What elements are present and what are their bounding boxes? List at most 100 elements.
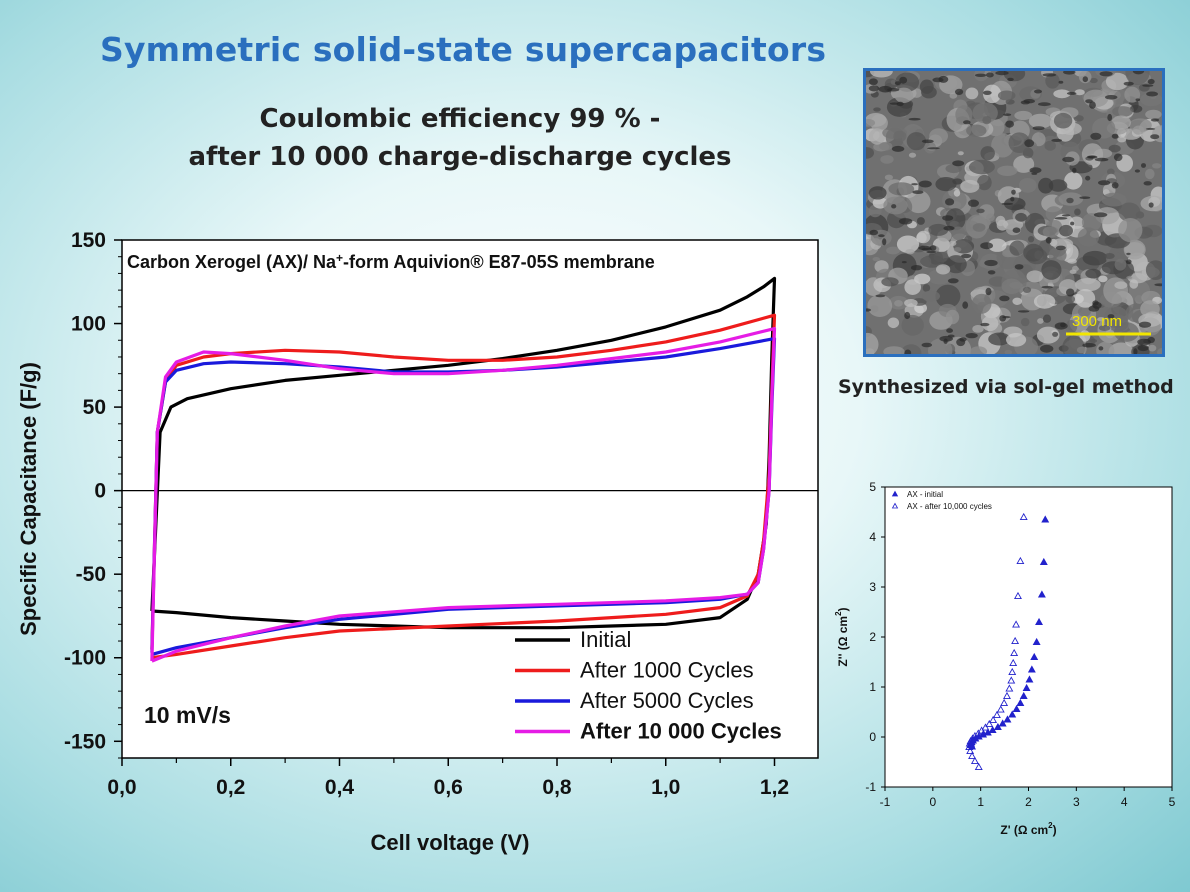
sem-grain bbox=[1140, 300, 1160, 318]
sem-grain bbox=[879, 141, 893, 151]
series-line-4 bbox=[150, 327, 777, 663]
sem-grain bbox=[945, 255, 967, 274]
sem-grain bbox=[1104, 253, 1115, 259]
chart-annotation: Carbon Xerogel (AX)/ Na+-form Aquivion® … bbox=[127, 251, 655, 272]
sem-grain bbox=[995, 215, 1006, 227]
legend-label-4: After 10 000 Cycles bbox=[580, 719, 782, 744]
sem-pore bbox=[899, 76, 908, 84]
sem-pore bbox=[1135, 98, 1141, 101]
x-tick-label: 0,4 bbox=[325, 776, 355, 799]
nyq-point-2 bbox=[1005, 684, 1014, 692]
sem-grain bbox=[1083, 89, 1109, 108]
nyq-point-1 bbox=[1027, 665, 1036, 673]
sem-grain bbox=[869, 128, 886, 145]
sem-grain bbox=[1018, 178, 1037, 193]
sem-grain bbox=[960, 179, 980, 193]
sem-grain bbox=[893, 130, 907, 142]
sem-grain bbox=[1111, 115, 1131, 130]
sem-pore bbox=[1134, 169, 1140, 173]
sem-grain bbox=[1140, 92, 1162, 107]
sem-grain bbox=[884, 174, 893, 181]
nyq-y-tick-label: 4 bbox=[869, 530, 876, 544]
sem-grain bbox=[1114, 258, 1127, 271]
nyq-point-1 bbox=[1025, 675, 1034, 683]
sem-grain bbox=[976, 208, 985, 214]
nyq-point-2 bbox=[974, 762, 983, 771]
sem-grain bbox=[1145, 168, 1155, 180]
sem-pore bbox=[1020, 100, 1031, 105]
nyq-y-tick-label: 5 bbox=[869, 480, 876, 494]
sem-grain bbox=[1145, 109, 1162, 120]
y-tick-label: 100 bbox=[71, 313, 106, 336]
sem-pore bbox=[1042, 73, 1057, 77]
sem-grain bbox=[1042, 314, 1052, 323]
sem-grain bbox=[997, 165, 1018, 176]
sem-grain bbox=[969, 346, 988, 354]
sem-pore bbox=[1113, 153, 1123, 162]
sem-pore bbox=[1003, 113, 1012, 116]
sem-pore bbox=[986, 72, 994, 78]
nyq-point-2 bbox=[1008, 667, 1017, 676]
sem-grain bbox=[886, 246, 901, 255]
sem-grain bbox=[1065, 320, 1078, 334]
sem-grain bbox=[1126, 276, 1133, 280]
sem-pore bbox=[1105, 95, 1118, 100]
sem-grain bbox=[1004, 197, 1026, 211]
nyq-x-tick-label: 1 bbox=[977, 795, 984, 809]
nyquist-chart: -1 0 1 2 3 4 5 -1 0 1 2 3 4 5 Z' (Ω cm2) Z'' (Ω cm2) AX … bbox=[834, 480, 1175, 837]
sem-grain bbox=[1096, 341, 1115, 354]
sem-pore bbox=[947, 278, 959, 284]
nyq-point-1 bbox=[983, 728, 992, 736]
sem-grain bbox=[1067, 258, 1077, 264]
sem-pore bbox=[963, 120, 971, 125]
nyq-point-2 bbox=[989, 715, 998, 724]
sem-pore bbox=[982, 90, 992, 95]
sem-pore bbox=[1038, 102, 1051, 107]
sem-grain bbox=[951, 226, 966, 241]
nyq-point-2 bbox=[968, 751, 977, 760]
sem-pore bbox=[1011, 189, 1016, 195]
sem-grain bbox=[1048, 247, 1067, 264]
subtitle-line-2: after 10 000 charge-discharge cycles bbox=[188, 142, 732, 172]
sem-grain bbox=[867, 294, 893, 317]
sem-pore bbox=[926, 250, 937, 254]
y-tick-label: -150 bbox=[64, 730, 106, 753]
sem-pore bbox=[1082, 76, 1088, 83]
sem-pore bbox=[891, 204, 897, 209]
sem-caption: Synthesized via sol-gel method bbox=[838, 376, 1174, 398]
sem-grain bbox=[982, 115, 992, 125]
sem-grain bbox=[1074, 208, 1081, 216]
sem-pore bbox=[943, 338, 948, 344]
sem-pore bbox=[1058, 80, 1064, 84]
sem-pore bbox=[1107, 113, 1113, 122]
sem-grain bbox=[986, 213, 995, 222]
x-tick-label: 1,0 bbox=[651, 776, 680, 799]
sem-grain bbox=[1114, 281, 1128, 289]
sem-pore bbox=[1093, 212, 1108, 218]
sem-pore bbox=[910, 265, 923, 271]
sem-grain bbox=[1066, 197, 1074, 204]
sem-grain bbox=[870, 114, 888, 132]
sem-pore bbox=[1070, 221, 1075, 226]
sem-pore bbox=[1143, 181, 1152, 186]
sem-pore bbox=[1150, 134, 1160, 140]
sem-grain bbox=[945, 164, 962, 174]
sem-grain bbox=[964, 235, 973, 243]
nyq-plot-area bbox=[884, 486, 1173, 788]
sem-grain bbox=[896, 235, 920, 253]
sem-grain bbox=[1053, 112, 1073, 129]
sem-grain bbox=[1145, 260, 1162, 280]
sem-grain bbox=[1129, 105, 1143, 113]
sem-pore bbox=[999, 295, 1010, 302]
sem-grain bbox=[1028, 113, 1053, 129]
sem-pore bbox=[1146, 91, 1158, 97]
sem-pore bbox=[1137, 344, 1149, 352]
sem-grain bbox=[1112, 106, 1133, 117]
sem-pore bbox=[1086, 155, 1098, 159]
sem-grain bbox=[1089, 77, 1098, 84]
sem-pore bbox=[962, 301, 969, 309]
sem-grain bbox=[906, 190, 931, 214]
sem-grain bbox=[997, 90, 1016, 101]
nyq-point-2 bbox=[970, 756, 979, 765]
legend-label-2: After 1000 Cycles bbox=[580, 658, 754, 683]
